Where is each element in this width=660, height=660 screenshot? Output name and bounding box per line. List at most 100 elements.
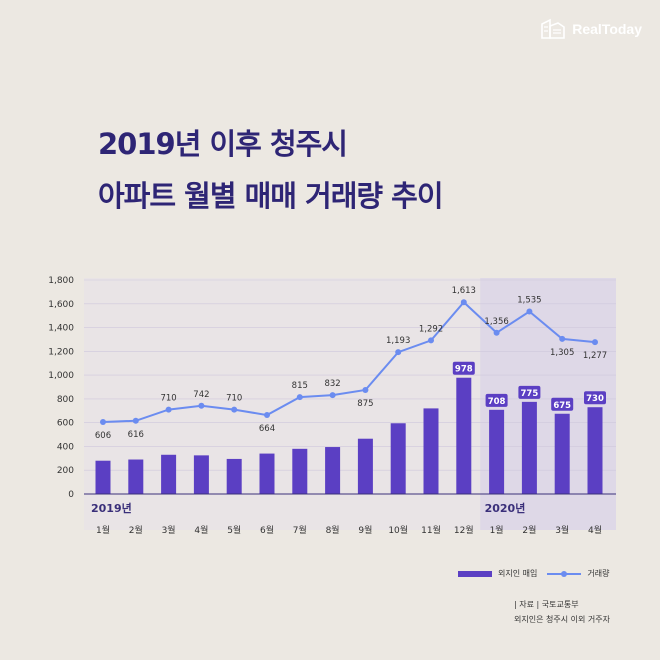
legend-bar-label: 외지인 매입 (498, 569, 538, 578)
legend: 외지인 매입 거래량 (458, 568, 609, 579)
x-tick-label: 4월 (588, 524, 602, 536)
year-label: 2019년 (91, 501, 132, 515)
y-tick-label: 1,600 (48, 300, 74, 310)
line-value-label: 1,305 (550, 348, 574, 358)
bar (193, 455, 209, 494)
bar-value-badge (551, 397, 574, 411)
notes: | 자료 | 국토교통부 외지인은 청주시 이외 거주자 (514, 597, 610, 627)
x-tick-label: 3월 (162, 524, 176, 536)
x-tick-label: 7월 (293, 524, 307, 536)
bar (521, 401, 537, 494)
line-point (329, 392, 336, 399)
x-tick-label: 11월 (421, 524, 441, 536)
x-tick-label: 4월 (194, 524, 208, 536)
line-value-label: 1,277 (583, 351, 607, 361)
bar (489, 409, 505, 494)
legend-line-label: 거래량 (587, 569, 610, 578)
bar (292, 448, 308, 494)
line-point (231, 406, 238, 413)
y-tick-label: 1,400 (48, 324, 74, 334)
year-label: 2020년 (485, 501, 526, 515)
source-note: | 자료 | 국토교통부 (514, 600, 579, 609)
footnote: 외지인은 청주시 이외 거주자 (514, 615, 610, 624)
bar-value-label: 775 (521, 389, 539, 399)
bar-value-badge (584, 391, 606, 405)
line-point (395, 349, 402, 356)
title-line-1: 2019년 이후 청주시 (98, 127, 348, 161)
line-value-label: 1,535 (517, 296, 541, 306)
legend-bar-swatch (458, 570, 492, 577)
line-value-label: 815 (292, 381, 308, 391)
bar (128, 459, 144, 494)
x-tick-label: 2월 (129, 524, 143, 536)
x-tick-label: 3월 (555, 524, 569, 536)
line-value-label: 616 (128, 430, 144, 440)
y-tick-label: 200 (57, 466, 74, 476)
bar (554, 413, 570, 494)
line-point (592, 339, 598, 346)
y-tick-label: 600 (57, 419, 74, 429)
title-line-2: 아파트 월별 매매 거래량 추이 (98, 179, 444, 213)
bar-value-label: 730 (586, 394, 604, 404)
bar (161, 454, 177, 494)
bar-value-badge (452, 361, 475, 375)
bar (423, 408, 439, 494)
line-value-label: 1,292 (419, 324, 443, 334)
bar-value-label: 978 (455, 365, 473, 375)
legend-item-line: 거래량 (547, 568, 609, 579)
bar (95, 460, 111, 494)
line-series-volume (102, 300, 596, 423)
y-tick-label: 1,800 (48, 276, 74, 286)
legend-line-swatch (547, 570, 582, 577)
y-tick-label: 1,200 (48, 347, 74, 357)
brand-logo: RealToday (540, 18, 642, 40)
line-point (165, 406, 172, 413)
line-value-label: 606 (95, 431, 111, 441)
x-tick-label: 1월 (490, 524, 504, 536)
x-tick-label: 9월 (358, 524, 372, 536)
line-point (526, 308, 533, 315)
line-point (460, 299, 467, 306)
line-value-label: 1,356 (484, 317, 508, 327)
y-tick-label: 0 (68, 490, 74, 500)
y-tick-label: 1,000 (48, 371, 74, 381)
line-value-label: 710 (160, 394, 176, 404)
bar-value-badge (518, 385, 541, 399)
bar (357, 438, 373, 494)
x-tick-label: 8월 (326, 524, 340, 536)
y-tick-label: 800 (57, 395, 74, 405)
bar (259, 453, 275, 494)
x-tick-label: 2월 (522, 524, 536, 536)
bar (226, 458, 242, 494)
line-value-label: 742 (193, 390, 209, 400)
y-tick-label: 400 (57, 442, 74, 452)
plot-background (84, 278, 481, 530)
line-value-label: 664 (259, 424, 275, 434)
line-point (132, 417, 139, 424)
bar (456, 377, 472, 494)
bar-value-label: 708 (488, 397, 506, 407)
building-logo-icon (541, 18, 566, 39)
bar-value-label: 675 (553, 401, 571, 411)
x-tick-label: 10월 (388, 524, 408, 536)
bar (587, 407, 603, 494)
line-value-label: 1,613 (452, 286, 476, 296)
x-tick-label: 1월 (96, 524, 110, 536)
bar (325, 447, 341, 494)
bar-value-badge (485, 393, 508, 407)
page-title: 2019년 이후 청주시 아파트 월별 매매 거래량 추이 (98, 118, 444, 222)
bar (390, 423, 406, 494)
x-tick-label: 12월 (454, 524, 474, 536)
legend-item-bar: 외지인 매입 (458, 568, 537, 579)
line-point (296, 394, 303, 401)
x-tick-label: 6월 (260, 524, 274, 536)
x-tick-label: 5월 (227, 524, 241, 536)
line-point (100, 418, 106, 425)
line-point (264, 412, 270, 419)
brand-name: RealToday (572, 21, 642, 37)
line-point (198, 402, 205, 409)
line-point (493, 329, 500, 336)
line-value-label: 832 (324, 379, 340, 389)
line-value-label: 710 (226, 394, 242, 404)
